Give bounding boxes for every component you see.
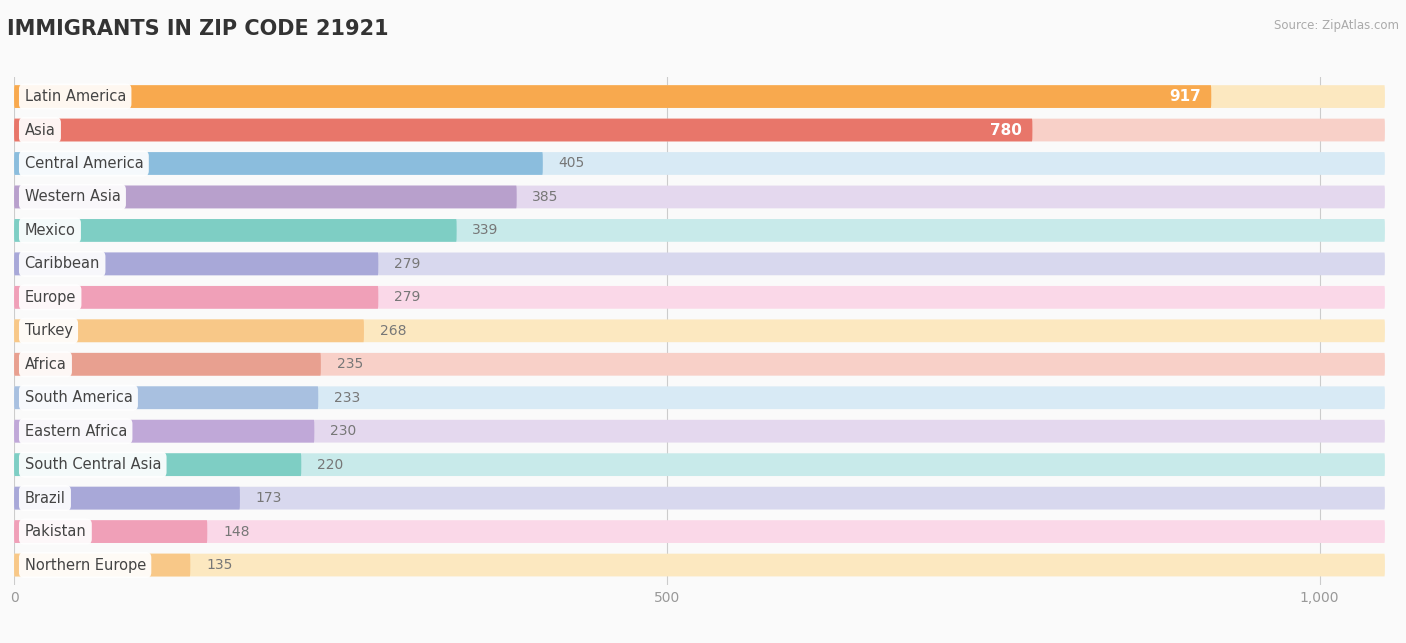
FancyBboxPatch shape <box>14 487 1385 509</box>
Text: 173: 173 <box>256 491 283 505</box>
FancyBboxPatch shape <box>14 85 1212 108</box>
FancyBboxPatch shape <box>14 253 1385 275</box>
Text: Turkey: Turkey <box>24 323 73 338</box>
Text: 235: 235 <box>336 358 363 371</box>
Text: 148: 148 <box>224 525 249 539</box>
FancyBboxPatch shape <box>14 420 1385 442</box>
FancyBboxPatch shape <box>14 453 301 476</box>
FancyBboxPatch shape <box>14 186 1385 208</box>
Text: Africa: Africa <box>24 357 66 372</box>
Text: Central America: Central America <box>24 156 143 171</box>
Text: Mexico: Mexico <box>24 223 76 238</box>
FancyBboxPatch shape <box>14 453 1385 476</box>
Text: 917: 917 <box>1168 89 1201 104</box>
FancyBboxPatch shape <box>14 253 378 275</box>
Text: 279: 279 <box>394 257 420 271</box>
FancyBboxPatch shape <box>14 420 315 442</box>
Text: Western Asia: Western Asia <box>24 190 121 204</box>
Text: 339: 339 <box>472 223 499 237</box>
Text: South America: South America <box>24 390 132 405</box>
FancyBboxPatch shape <box>14 386 1385 409</box>
Text: 135: 135 <box>207 558 232 572</box>
Text: 268: 268 <box>380 324 406 338</box>
Text: 279: 279 <box>394 291 420 304</box>
FancyBboxPatch shape <box>14 554 190 576</box>
Text: 780: 780 <box>990 123 1022 138</box>
Text: Europe: Europe <box>24 290 76 305</box>
Text: 385: 385 <box>533 190 558 204</box>
Text: Northern Europe: Northern Europe <box>24 557 146 572</box>
Text: Caribbean: Caribbean <box>24 257 100 271</box>
FancyBboxPatch shape <box>14 353 1385 376</box>
FancyBboxPatch shape <box>14 219 457 242</box>
Text: 233: 233 <box>335 391 360 404</box>
FancyBboxPatch shape <box>14 119 1032 141</box>
FancyBboxPatch shape <box>14 320 364 342</box>
Text: Asia: Asia <box>24 123 55 138</box>
FancyBboxPatch shape <box>14 152 543 175</box>
FancyBboxPatch shape <box>14 386 318 409</box>
Text: 230: 230 <box>330 424 356 438</box>
FancyBboxPatch shape <box>14 186 517 208</box>
FancyBboxPatch shape <box>14 320 1385 342</box>
FancyBboxPatch shape <box>14 286 1385 309</box>
FancyBboxPatch shape <box>14 219 1385 242</box>
FancyBboxPatch shape <box>14 119 1385 141</box>
FancyBboxPatch shape <box>14 85 1385 108</box>
Text: Source: ZipAtlas.com: Source: ZipAtlas.com <box>1274 19 1399 32</box>
Text: IMMIGRANTS IN ZIP CODE 21921: IMMIGRANTS IN ZIP CODE 21921 <box>7 19 388 39</box>
FancyBboxPatch shape <box>14 353 321 376</box>
Text: Pakistan: Pakistan <box>24 524 86 539</box>
Text: Latin America: Latin America <box>24 89 127 104</box>
FancyBboxPatch shape <box>14 286 378 309</box>
Text: Eastern Africa: Eastern Africa <box>24 424 127 439</box>
FancyBboxPatch shape <box>14 152 1385 175</box>
FancyBboxPatch shape <box>14 520 207 543</box>
Text: Brazil: Brazil <box>24 491 66 505</box>
FancyBboxPatch shape <box>14 554 1385 576</box>
Text: 405: 405 <box>558 156 585 170</box>
Text: South Central Asia: South Central Asia <box>24 457 162 472</box>
Text: 220: 220 <box>316 458 343 472</box>
FancyBboxPatch shape <box>14 520 1385 543</box>
FancyBboxPatch shape <box>14 487 240 509</box>
